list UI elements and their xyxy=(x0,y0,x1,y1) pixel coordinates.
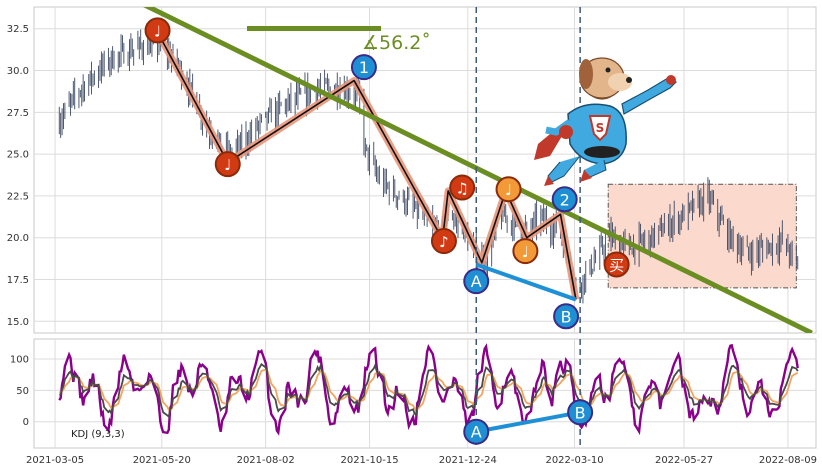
price-y-tick-label: 20.0 xyxy=(7,233,29,244)
ab-line xyxy=(475,262,577,302)
x-tick-label: 2022-03-10 xyxy=(545,455,603,466)
x-tick-label: 2022-08-09 xyxy=(759,455,817,466)
price-y-tick-label: 17.5 xyxy=(7,275,29,286)
kdj-line-d xyxy=(58,368,799,412)
kdj-y-ticks: 0 50 100 xyxy=(10,355,29,429)
kdj-y-tick-label: 100 xyxy=(10,355,29,366)
price-y-tick-label: 30.0 xyxy=(7,66,29,77)
price-y-ticks: 15.0 17.5 20.0 22.5 25.0 27.5 30.0 32.5 xyxy=(7,24,29,328)
price-marker-circle xyxy=(430,228,457,255)
ab-segment xyxy=(475,262,577,302)
zigzag-inner xyxy=(156,31,577,300)
kdj-markers: AB xyxy=(463,399,594,445)
price-y-tick-label: 15.0 xyxy=(7,317,29,328)
x-tick-label: 2022-05-27 xyxy=(655,455,713,466)
x-axis-ticks: 2021-03-05 2021-05-20 2021-08-02 2021-10-15… xyxy=(26,455,817,466)
kdj-ab-line xyxy=(475,410,581,434)
angle-annotation: ∡56.2˚ xyxy=(247,26,431,54)
trendline xyxy=(143,7,813,333)
x-tick-label: 2021-10-15 xyxy=(340,455,398,466)
kdj-y-tick-label: 0 xyxy=(23,417,29,428)
kdj-line-k xyxy=(59,362,799,419)
x-tick-label: 2021-08-02 xyxy=(237,455,295,466)
price-y-tick-label: 32.5 xyxy=(7,24,29,35)
price-grid xyxy=(34,7,816,333)
kdj-legend: KDJ (9,3,3) xyxy=(71,429,125,440)
price-marker-circle xyxy=(495,176,522,203)
kdj-ab-segment xyxy=(475,410,581,434)
price-marker-circle xyxy=(512,238,539,265)
price-marker-circle xyxy=(551,186,578,213)
price-marker-circle xyxy=(463,268,490,295)
price-markers: ♩ ♩ 1 ♪ ♫ A ♩ ♩ 2 B 买 xyxy=(144,17,630,330)
superhero-dog-icon: S xyxy=(534,57,678,186)
angle-label: ∡56.2˚ xyxy=(362,32,431,54)
price-y-tick-label: 27.5 xyxy=(7,108,29,119)
x-tick-label: 2021-05-20 xyxy=(133,455,191,466)
price-panel: 15.017.520.022.525.027.530.032.5 ♩♩1♪♫A♩… xyxy=(7,6,817,334)
kdj-marker-label: A xyxy=(471,423,482,442)
price-marker-label: A xyxy=(471,272,482,291)
zigzag-line xyxy=(154,30,580,301)
price-marker-label: ♩ xyxy=(224,156,231,174)
price-marker-label: ♩ xyxy=(505,181,512,199)
price-marker-circle xyxy=(553,303,580,330)
kdj-marker-label: B xyxy=(575,403,586,422)
price-y-tick-label: 25.0 xyxy=(7,150,29,161)
price-marker-label: B xyxy=(561,307,572,326)
price-marker-label: ♫ xyxy=(455,180,468,198)
price-marker-circle xyxy=(144,17,171,44)
angle-bar xyxy=(247,26,381,31)
price-marker-circle xyxy=(449,174,476,201)
x-tick-label: 2021-03-05 xyxy=(26,455,84,466)
kdj-marker-circle xyxy=(567,399,594,426)
x-tick-label: 2021-12-24 xyxy=(439,455,497,466)
kdj-line-j xyxy=(58,343,799,436)
price-marker-circle xyxy=(214,151,241,178)
price-marker-label: ♩ xyxy=(154,22,161,40)
kdj-lines xyxy=(58,343,799,436)
price-marker-circle xyxy=(350,54,377,81)
price-marker-circle xyxy=(603,251,630,278)
kdj-marker-circle xyxy=(463,418,490,445)
kdj-y-tick-label: 50 xyxy=(16,386,29,397)
price-marker-label: ♪ xyxy=(439,233,449,251)
price-marker-label: 1 xyxy=(359,58,369,77)
price-y-tick-label: 22.5 xyxy=(7,191,29,202)
price-marker-label: ♩ xyxy=(522,243,529,261)
price-marker-label: 买 xyxy=(609,256,624,274)
svg-text:S: S xyxy=(596,121,605,135)
trendline-segment xyxy=(143,7,813,333)
price-marker-label: 2 xyxy=(560,190,570,209)
